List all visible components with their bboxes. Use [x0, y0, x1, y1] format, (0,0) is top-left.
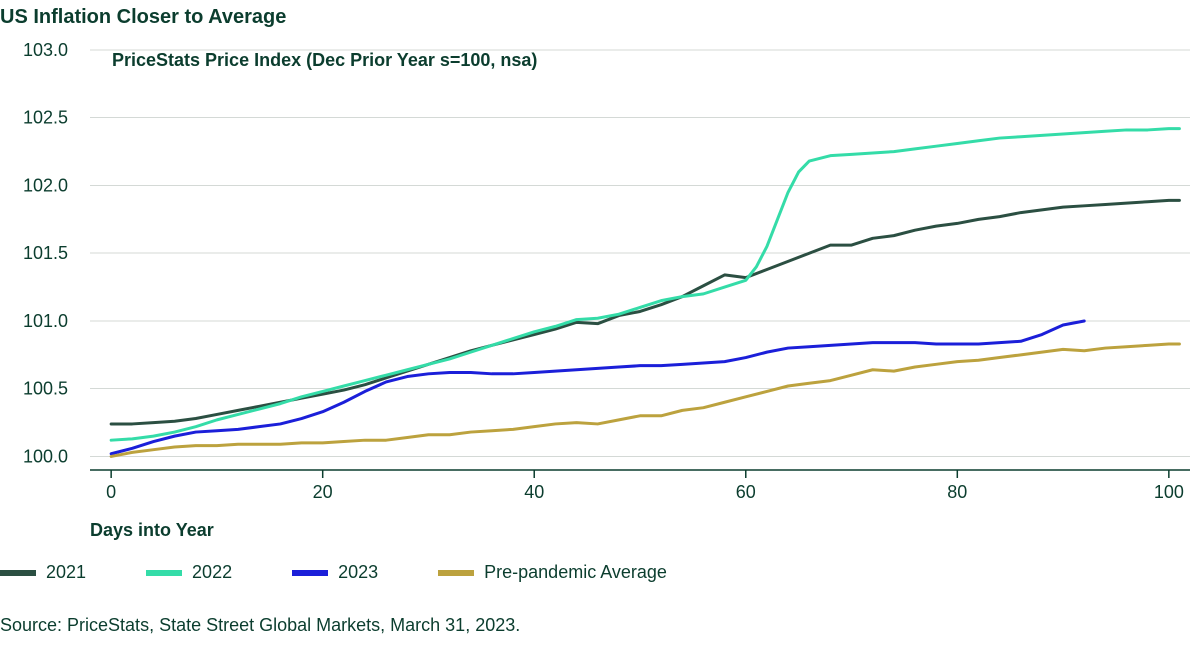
- legend-swatch: [438, 570, 474, 576]
- plot-area: 100.0 100.5 101.0 101.5 102.0 102.5 103.0 0 20 40…: [0, 0, 1200, 653]
- y-tick-label: 100.5: [23, 379, 68, 399]
- y-tick-label: 101.0: [23, 311, 68, 331]
- x-tick-label: 0: [106, 482, 116, 502]
- legend-label: 2022: [192, 562, 232, 583]
- series-s2021: [111, 200, 1179, 424]
- legend-item-sPre: Pre-pandemic Average: [438, 562, 667, 583]
- y-tick-label: 100.0: [23, 446, 68, 466]
- x-tick-label: 100: [1154, 482, 1184, 502]
- legend-swatch: [292, 570, 328, 576]
- y-tick-label: 102.0: [23, 175, 68, 195]
- y-tick-label: 102.5: [23, 108, 68, 128]
- x-axis-label: Days into Year: [90, 520, 214, 541]
- x-tick-label: 60: [736, 482, 756, 502]
- legend-label: 2023: [338, 562, 378, 583]
- y-tick-label: 101.5: [23, 243, 68, 263]
- legend-item-s2023: 2023: [292, 562, 378, 583]
- source-note: Source: PriceStats, State Street Global …: [0, 615, 520, 636]
- legend: 2021 2022 2023 Pre-pandemic Average: [0, 562, 667, 583]
- legend-swatch: [146, 570, 182, 576]
- legend-label: 2021: [46, 562, 86, 583]
- legend-swatch: [0, 570, 36, 576]
- legend-label: Pre-pandemic Average: [484, 562, 667, 583]
- y-tick-label: 103.0: [23, 40, 68, 60]
- x-tick-label: 20: [313, 482, 333, 502]
- legend-item-s2022: 2022: [146, 562, 232, 583]
- series-s2022: [111, 129, 1179, 441]
- chart-container: US Inflation Closer to Average PriceStat…: [0, 0, 1200, 653]
- series-s2023: [111, 321, 1084, 454]
- series-sPre: [111, 344, 1179, 456]
- x-tick-label: 80: [947, 482, 967, 502]
- x-tick-label: 40: [524, 482, 544, 502]
- legend-item-s2021: 2021: [0, 562, 86, 583]
